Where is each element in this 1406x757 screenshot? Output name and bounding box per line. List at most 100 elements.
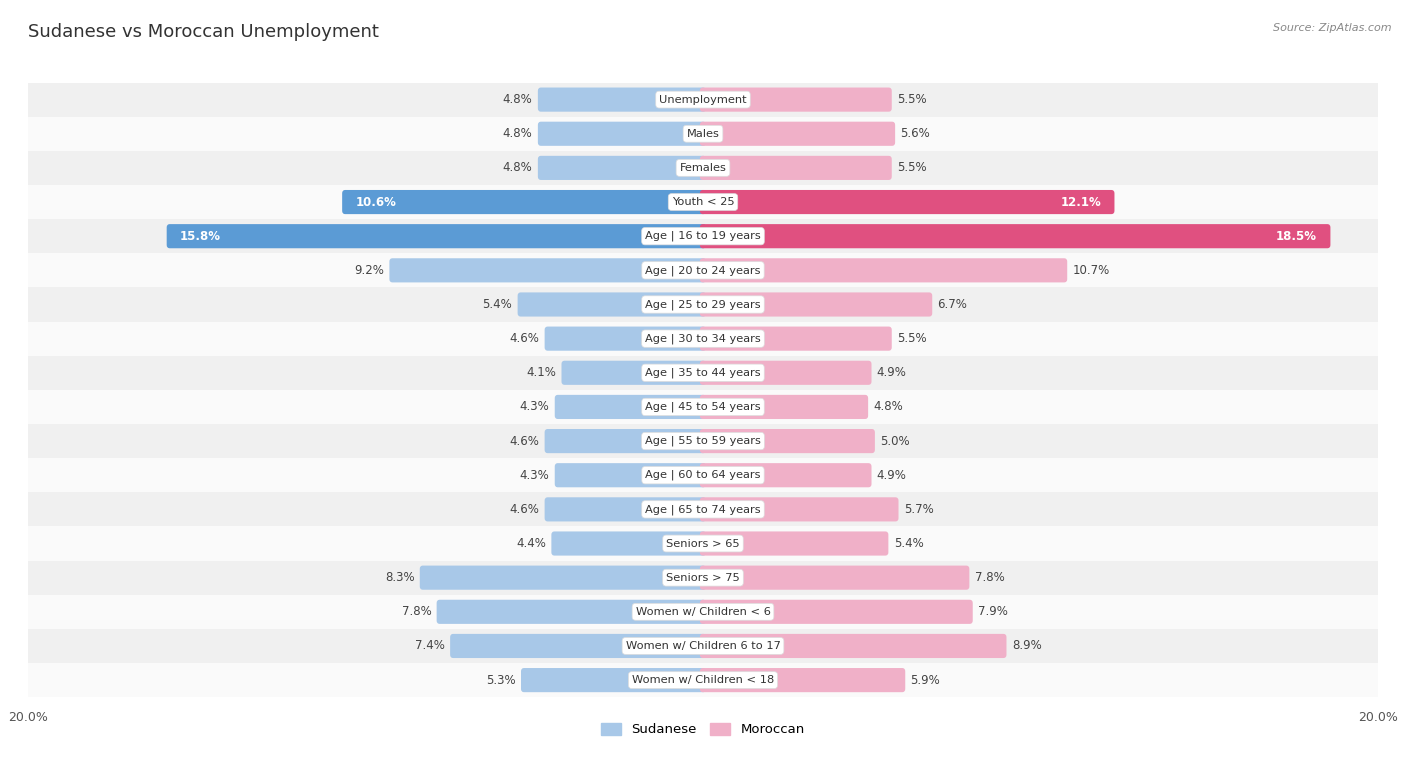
- FancyBboxPatch shape: [700, 360, 872, 385]
- Bar: [28, 526, 1378, 561]
- FancyBboxPatch shape: [437, 600, 706, 624]
- Text: 18.5%: 18.5%: [1277, 229, 1317, 243]
- Text: Women w/ Children 6 to 17: Women w/ Children 6 to 17: [626, 641, 780, 651]
- FancyBboxPatch shape: [700, 156, 891, 180]
- FancyBboxPatch shape: [700, 497, 898, 522]
- Bar: [28, 83, 1378, 117]
- Text: 4.6%: 4.6%: [509, 503, 540, 516]
- Text: Females: Females: [679, 163, 727, 173]
- FancyBboxPatch shape: [561, 360, 706, 385]
- Text: Women w/ Children < 18: Women w/ Children < 18: [631, 675, 775, 685]
- Text: Age | 25 to 29 years: Age | 25 to 29 years: [645, 299, 761, 310]
- FancyBboxPatch shape: [538, 156, 706, 180]
- FancyBboxPatch shape: [544, 326, 706, 350]
- Text: 7.8%: 7.8%: [974, 572, 1004, 584]
- Text: 8.9%: 8.9%: [1012, 640, 1042, 653]
- Text: 7.9%: 7.9%: [979, 606, 1008, 618]
- Text: 8.3%: 8.3%: [385, 572, 415, 584]
- Bar: [28, 629, 1378, 663]
- FancyBboxPatch shape: [700, 634, 1007, 658]
- Text: Age | 20 to 24 years: Age | 20 to 24 years: [645, 265, 761, 276]
- FancyBboxPatch shape: [700, 395, 868, 419]
- Text: Age | 60 to 64 years: Age | 60 to 64 years: [645, 470, 761, 481]
- FancyBboxPatch shape: [700, 600, 973, 624]
- Text: 10.6%: 10.6%: [356, 195, 396, 208]
- FancyBboxPatch shape: [538, 88, 706, 112]
- Text: 5.0%: 5.0%: [880, 435, 910, 447]
- Bar: [28, 458, 1378, 492]
- Text: 4.8%: 4.8%: [873, 400, 903, 413]
- Text: 4.6%: 4.6%: [509, 332, 540, 345]
- FancyBboxPatch shape: [517, 292, 706, 316]
- Text: 5.6%: 5.6%: [900, 127, 931, 140]
- Text: Age | 55 to 59 years: Age | 55 to 59 years: [645, 436, 761, 447]
- Text: 5.5%: 5.5%: [897, 93, 927, 106]
- Legend: Sudanese, Moroccan: Sudanese, Moroccan: [596, 718, 810, 741]
- FancyBboxPatch shape: [450, 634, 706, 658]
- Text: Source: ZipAtlas.com: Source: ZipAtlas.com: [1274, 23, 1392, 33]
- FancyBboxPatch shape: [700, 668, 905, 692]
- FancyBboxPatch shape: [342, 190, 706, 214]
- Text: 5.4%: 5.4%: [894, 537, 924, 550]
- Text: 5.5%: 5.5%: [897, 332, 927, 345]
- Text: 7.4%: 7.4%: [415, 640, 444, 653]
- Bar: [28, 185, 1378, 219]
- Text: 4.3%: 4.3%: [520, 469, 550, 481]
- Bar: [28, 322, 1378, 356]
- Text: Seniors > 75: Seniors > 75: [666, 572, 740, 583]
- Text: Age | 45 to 54 years: Age | 45 to 54 years: [645, 402, 761, 412]
- FancyBboxPatch shape: [555, 463, 706, 488]
- Text: 4.3%: 4.3%: [520, 400, 550, 413]
- FancyBboxPatch shape: [551, 531, 706, 556]
- Bar: [28, 219, 1378, 254]
- Bar: [28, 390, 1378, 424]
- Text: 12.1%: 12.1%: [1060, 195, 1101, 208]
- FancyBboxPatch shape: [555, 395, 706, 419]
- Text: 5.4%: 5.4%: [482, 298, 512, 311]
- Text: Males: Males: [686, 129, 720, 139]
- Text: 4.6%: 4.6%: [509, 435, 540, 447]
- Text: Women w/ Children < 6: Women w/ Children < 6: [636, 607, 770, 617]
- Text: 4.8%: 4.8%: [503, 161, 533, 174]
- FancyBboxPatch shape: [700, 463, 872, 488]
- Bar: [28, 424, 1378, 458]
- Bar: [28, 254, 1378, 288]
- FancyBboxPatch shape: [700, 531, 889, 556]
- Text: 5.7%: 5.7%: [904, 503, 934, 516]
- Text: Unemployment: Unemployment: [659, 95, 747, 104]
- Text: Age | 30 to 34 years: Age | 30 to 34 years: [645, 333, 761, 344]
- FancyBboxPatch shape: [700, 88, 891, 112]
- Text: 4.9%: 4.9%: [877, 469, 907, 481]
- FancyBboxPatch shape: [700, 224, 1330, 248]
- Text: 4.8%: 4.8%: [503, 93, 533, 106]
- FancyBboxPatch shape: [700, 122, 896, 146]
- Text: Age | 35 to 44 years: Age | 35 to 44 years: [645, 368, 761, 378]
- FancyBboxPatch shape: [700, 292, 932, 316]
- Bar: [28, 117, 1378, 151]
- Text: 4.1%: 4.1%: [526, 366, 557, 379]
- FancyBboxPatch shape: [389, 258, 706, 282]
- FancyBboxPatch shape: [700, 326, 891, 350]
- FancyBboxPatch shape: [544, 429, 706, 453]
- Bar: [28, 151, 1378, 185]
- Text: 4.4%: 4.4%: [516, 537, 546, 550]
- FancyBboxPatch shape: [420, 565, 706, 590]
- Text: 10.7%: 10.7%: [1073, 264, 1109, 277]
- Text: 5.5%: 5.5%: [897, 161, 927, 174]
- Bar: [28, 356, 1378, 390]
- FancyBboxPatch shape: [700, 565, 969, 590]
- Text: Sudanese vs Moroccan Unemployment: Sudanese vs Moroccan Unemployment: [28, 23, 380, 41]
- Text: 7.8%: 7.8%: [402, 606, 432, 618]
- Text: 6.7%: 6.7%: [938, 298, 967, 311]
- Bar: [28, 595, 1378, 629]
- Text: Age | 65 to 74 years: Age | 65 to 74 years: [645, 504, 761, 515]
- FancyBboxPatch shape: [522, 668, 706, 692]
- FancyBboxPatch shape: [167, 224, 706, 248]
- FancyBboxPatch shape: [700, 258, 1067, 282]
- FancyBboxPatch shape: [544, 497, 706, 522]
- Text: Youth < 25: Youth < 25: [672, 197, 734, 207]
- Bar: [28, 492, 1378, 526]
- Text: 5.9%: 5.9%: [911, 674, 941, 687]
- FancyBboxPatch shape: [700, 429, 875, 453]
- Text: 9.2%: 9.2%: [354, 264, 384, 277]
